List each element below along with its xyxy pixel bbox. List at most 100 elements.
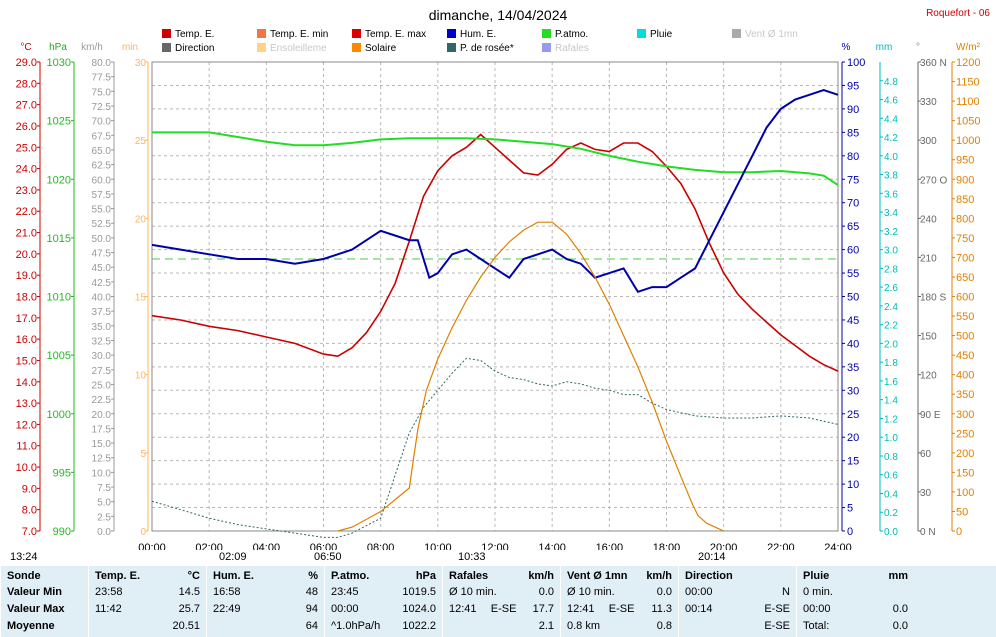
tick-label-wind: 37.5 <box>92 307 112 318</box>
x-tick-label: 08:00 <box>367 542 395 550</box>
tick-label-dir: 0 N <box>920 527 936 538</box>
legend-swatch <box>542 43 551 52</box>
tick-label-rain: 1.6 <box>884 377 898 388</box>
tick-label-temp: 14.0 <box>16 377 37 389</box>
tick-label-hum: 35 <box>847 362 859 374</box>
legend-label: Rafales <box>555 43 589 54</box>
stats-column: Sonde Valeur Min Valeur Max Moyenne <box>0 566 88 637</box>
legend-label: Temp. E. <box>175 29 214 40</box>
legend-swatch <box>162 29 171 38</box>
tick-label-wind: 5.0 <box>97 498 111 509</box>
tick-label-rain: 1.4 <box>884 396 898 407</box>
stats-row: 00:00 N <box>685 586 790 600</box>
tick-label-wind: 20.0 <box>92 410 112 421</box>
tick-label-solar: 200 <box>956 448 974 460</box>
tick-label-wind: 7.5 <box>97 483 111 494</box>
tick-label-temp: 13.0 <box>16 398 37 410</box>
tick-label-temp: 7.0 <box>22 526 37 538</box>
tick-label-temp: 20.0 <box>16 249 37 261</box>
tick-label-hum: 10 <box>847 479 859 491</box>
tick-label-rain: 4.4 <box>884 114 898 125</box>
stats-column-title: Rafales <box>449 570 489 582</box>
stats-cell: 1022.2 <box>402 620 436 632</box>
tick-label-solar: 350 <box>956 389 974 401</box>
legend-swatch <box>542 29 551 38</box>
stats-row: 00:00 0.0 <box>803 603 908 617</box>
tick-label-sun: 5 <box>140 449 146 460</box>
tick-label-rain: 1.8 <box>884 358 898 369</box>
tick-label-temp: 26.0 <box>16 121 37 133</box>
x-tick-label: 14:00 <box>538 542 566 550</box>
tick-label-wind: 70.0 <box>92 117 112 128</box>
stats-cell: 23:45 <box>331 586 359 598</box>
chart-title: dimanche, 14/04/2024 <box>429 7 568 23</box>
stats-cell: 0.8 km <box>567 620 601 632</box>
stats-column: Direction 00:00 N 00:14 E-SE E-SE <box>678 566 796 637</box>
tick-label-solar: 650 <box>956 272 974 284</box>
tick-label-wind: 10.0 <box>92 468 112 479</box>
stats-cell: 25.7 <box>178 603 200 615</box>
tick-label-wind: 62.5 <box>92 161 112 172</box>
tick-label-dir: 270 O <box>920 175 947 186</box>
series-temp-e- <box>151 133 839 372</box>
tick-label-hum: 75 <box>847 174 859 186</box>
tick-label-rain: 3.8 <box>884 171 898 182</box>
tick-label-wind: 22.5 <box>92 395 112 406</box>
tick-label-solar: 0 <box>956 526 962 538</box>
tick-label-hum: 90 <box>847 104 859 116</box>
tick-label-temp: 24.0 <box>16 164 37 176</box>
stats-cell: Valeur Min <box>7 586 63 598</box>
x-tick-label: 24:00 <box>824 542 852 550</box>
stats-cell: 00:00 <box>803 603 831 615</box>
stats-cell: 17.7 <box>532 603 554 615</box>
axis-unit: km/h <box>81 42 103 53</box>
tick-label-pressure: 990 <box>53 526 71 538</box>
tick-label-hum: 80 <box>847 151 859 163</box>
legend-label: Direction <box>175 43 214 54</box>
tick-label-solar: 900 <box>956 174 974 186</box>
tick-label-hum: 25 <box>847 409 859 421</box>
stats-cell: N <box>782 586 790 598</box>
tick-label-wind: 42.5 <box>92 278 112 289</box>
stats-column-unit: mm <box>888 570 908 582</box>
tick-label-rain: 0.0 <box>884 527 898 538</box>
tick-label-wind: 2.5 <box>97 512 111 523</box>
tick-label-rain: 4.6 <box>884 96 898 107</box>
time-marker: 20:14 <box>698 551 726 563</box>
x-tick-label: 16:00 <box>596 542 624 550</box>
tick-label-pressure: 1030 <box>47 57 71 69</box>
stats-cell: Total: <box>803 620 830 632</box>
stats-column: Temp. E. °C 23:58 14.5 11:42 25.7 20.51 <box>88 566 206 637</box>
tick-label-rain: 0.6 <box>884 471 898 482</box>
stats-cell: 00:00 <box>331 603 359 615</box>
stats-panel: Sonde Valeur Min Valeur Max Moyenne Temp. E.… <box>0 566 996 637</box>
stats-row: 23:58 14.5 <box>95 586 200 600</box>
tick-label-wind: 77.5 <box>92 73 112 84</box>
legend-label: Temp. E. max <box>365 29 426 40</box>
tick-label-sun: 30 <box>135 58 147 69</box>
legend-swatch <box>257 43 266 52</box>
tick-label-solar: 700 <box>956 252 974 264</box>
stats-cell: 0.8 <box>656 620 672 632</box>
tick-label-hum: 50 <box>847 292 859 304</box>
tick-label-rain: 0.2 <box>884 508 898 519</box>
stats-column: Hum. E.% 16:58 48 22:49 94 64 <box>206 566 324 637</box>
tick-label-hum: 45 <box>847 315 859 327</box>
stats-column: Pluie mm 0 min. 00:00 0.0 Total: 0.0 <box>796 566 914 637</box>
tick-label-hum: 100 <box>847 57 865 69</box>
tick-label-wind: 75.0 <box>92 87 112 98</box>
stats-cell: E-SE <box>608 603 635 615</box>
axis-unit: hPa <box>49 42 67 53</box>
tick-label-wind: 50.0 <box>92 234 112 245</box>
legend-label: P.atmo. <box>555 29 588 40</box>
stats-row: Ø 10 min. 0.0 <box>567 586 672 600</box>
tick-label-rain: 0.4 <box>884 489 898 500</box>
x-tick-label: 00:00 <box>138 542 166 550</box>
stats-cell: E-SE <box>764 603 790 615</box>
stats-row: 0.8 km 0.8 <box>567 620 672 634</box>
stats-cell: 11:42 <box>95 603 122 615</box>
time-marker: 13:24 <box>10 551 38 563</box>
tick-label-hum: 40 <box>847 338 859 350</box>
tick-label-sun: 10 <box>135 371 147 382</box>
stats-cell: 0.0 <box>538 586 554 598</box>
